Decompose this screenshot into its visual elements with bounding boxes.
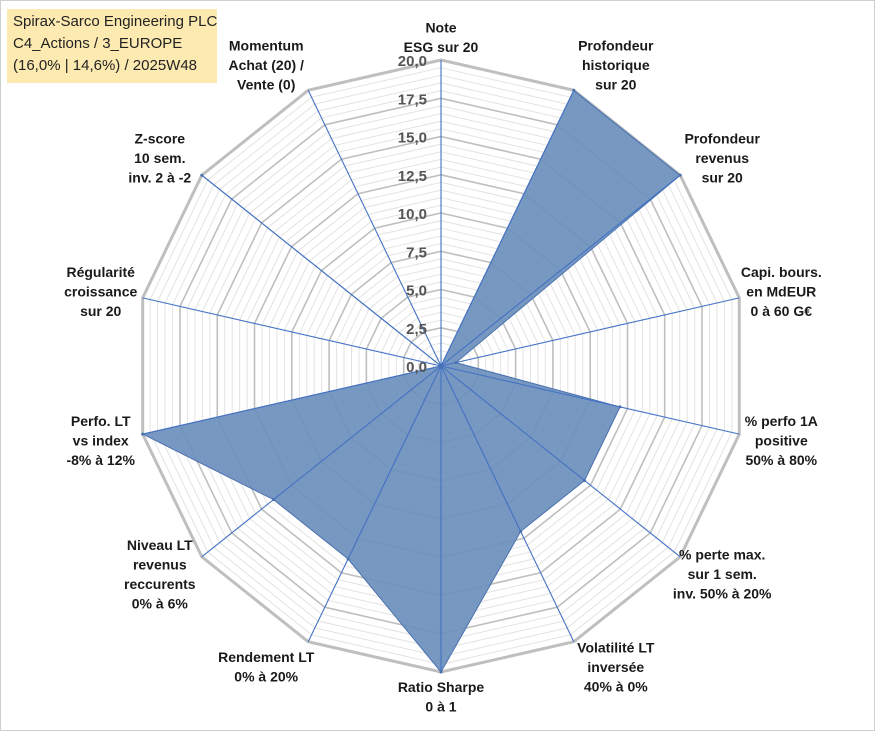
axis-spoke — [307, 365, 442, 642]
title-box: Spirax-Sarco Engineering PLC C4_Actions … — [7, 9, 217, 83]
data-point — [141, 432, 145, 436]
tick-label: 15,0 — [398, 130, 427, 147]
tick-label: 7,5 — [406, 244, 427, 261]
axis-label: Niveau LT revenus reccurents 0% à 6% — [124, 537, 196, 612]
tick-label: 0,0 — [406, 359, 427, 376]
axis-label: Profondeur historique sur 20 — [578, 38, 654, 93]
tick-label: 5,0 — [406, 283, 427, 300]
data-point — [439, 364, 443, 368]
axis-label: Momentum Achat (20) / Vente (0) — [228, 38, 304, 93]
axis-label: Ratio Sharpe 0 à 1 — [398, 679, 485, 715]
data-point — [519, 529, 523, 533]
axis-spoke — [440, 90, 575, 367]
axis-label: Régularité croissance sur 20 — [64, 264, 137, 319]
axis-spoke — [307, 90, 442, 367]
title-stats: (16,0% | 14,6%) / 2025W48 — [13, 57, 197, 74]
data-point — [618, 405, 622, 409]
axis-label: Capi. bours. en MdEUR 0 à 60 G€ — [741, 264, 822, 319]
axis-label: Z-score 10 sem. inv. 2 à -2 — [128, 130, 191, 185]
axis-spoke — [201, 174, 442, 367]
title-company: Spirax-Sarco Engineering PLC — [13, 13, 218, 30]
title-category: C4_Actions / 3_EUROPE — [13, 35, 183, 52]
axis-label: Rendement LT 0% à 20% — [218, 649, 315, 685]
data-point — [572, 88, 576, 92]
tick-label: 2,5 — [406, 321, 427, 338]
axis-spoke — [142, 297, 442, 367]
data-point — [678, 173, 682, 177]
axis-spoke — [440, 365, 740, 435]
axis-label: Note ESG sur 20 — [404, 20, 479, 56]
axis-label: % perte max. sur 1 sem. inv. 50% à 20% — [673, 547, 772, 602]
axis-spoke — [440, 365, 575, 642]
axis-spoke — [440, 174, 681, 367]
axis-label: % perfo 1A positive 50% à 80% — [745, 413, 818, 468]
data-point — [583, 479, 586, 482]
axis-spoke — [201, 365, 442, 558]
tick-label: 12,5 — [398, 168, 427, 185]
data-point — [200, 173, 204, 177]
data-point — [346, 557, 350, 561]
axis-spoke — [142, 365, 442, 435]
data-point — [454, 361, 458, 365]
tick-label: 17,5 — [398, 91, 427, 108]
data-point — [272, 498, 275, 502]
tick-label: 10,0 — [398, 206, 427, 223]
axis-label: Profondeur revenus sur 20 — [684, 130, 760, 185]
data-point — [439, 670, 443, 674]
axis-label: Perfo. LT vs index -8% à 12% — [66, 413, 135, 468]
tick-label: 20,0 — [398, 53, 427, 70]
axis-label: Volatilité LT inversée 40% à 0% — [577, 639, 655, 694]
axis-spoke — [440, 365, 681, 558]
axis-spoke — [440, 297, 740, 367]
